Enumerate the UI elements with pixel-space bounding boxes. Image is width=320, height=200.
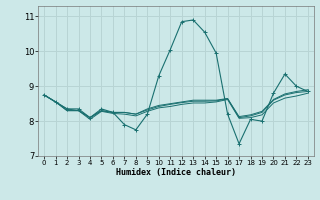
X-axis label: Humidex (Indice chaleur): Humidex (Indice chaleur) (116, 168, 236, 177)
